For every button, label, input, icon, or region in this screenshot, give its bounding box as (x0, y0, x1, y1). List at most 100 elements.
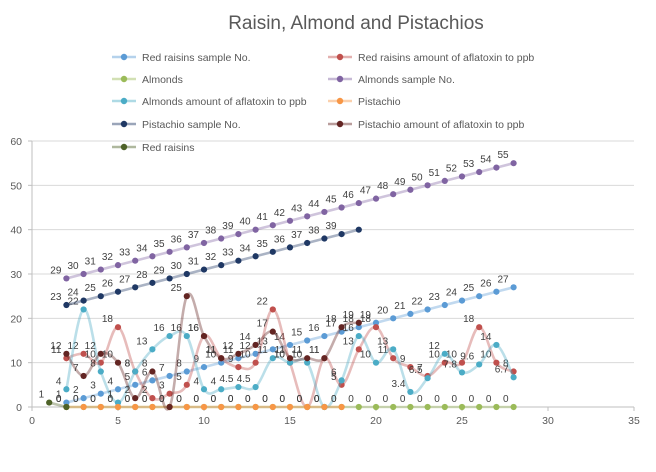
series-3-data-label-2: 31 (85, 257, 97, 268)
series-4-point-4 (132, 368, 139, 375)
series-2-data-label-7: 0 (176, 394, 182, 405)
series-0-point-5 (149, 377, 156, 384)
series-5-data-label-1: 0 (73, 394, 79, 405)
series-4-data-label-15: 0 (314, 394, 320, 405)
x-tick-label-6: 30 (542, 415, 554, 427)
series-1-point-0 (63, 355, 70, 362)
series-6-point-11 (252, 253, 259, 260)
series-2-data-label-15: 0 (314, 394, 320, 405)
series-layer: 1 2 3 4 5 6 7 8 9 10 11 12 13 14 15 16 17 18 19 20 21 22 23 24 2… (39, 150, 517, 411)
series-4-data-label-7: 16 (171, 323, 183, 334)
series-5-data-label-2: 0 (90, 394, 96, 405)
series-2-data-label-3: 0 (107, 394, 113, 405)
series-3-point-0 (63, 275, 70, 282)
series-1-point-17 (355, 346, 362, 353)
legend-swatch-marker-8 (120, 143, 128, 151)
series-7-point-5 (149, 368, 156, 375)
series-0-point-22 (441, 301, 448, 309)
series-4-point-19 (390, 346, 397, 353)
series-1-point-24 (476, 324, 483, 331)
series-0-data-label-22: 23 (429, 292, 441, 303)
x-tick-label-1: 5 (115, 415, 121, 427)
series-4-point-23 (458, 369, 466, 376)
series-3-point-26 (510, 160, 517, 167)
series-6-point-3 (114, 288, 122, 295)
legend-label-6: Pistachio sample No. (142, 119, 241, 131)
series-2-data-label-10: 0 (228, 394, 234, 405)
series-4-data-label-12: 11 (257, 345, 268, 356)
series-1-data-label-11: 10 (239, 350, 251, 361)
series-0-point-17 (355, 324, 362, 331)
series-3-point-13 (286, 217, 294, 224)
legend-item-3: Almonds sample No. (328, 74, 455, 86)
series-4-data-label-1: 22 (67, 296, 79, 307)
series-3-point-6 (166, 248, 173, 255)
series-4-data-label-17: 16 (343, 323, 355, 334)
series-0-data-label-10: 11 (223, 345, 234, 356)
series-7-point-8 (200, 332, 208, 340)
series-3-data-label-15: 44 (308, 199, 320, 210)
series-2-data-label-25: 0 (486, 394, 492, 405)
series-3-point-7 (183, 244, 190, 251)
series-0-point-16 (338, 328, 345, 335)
series-5-data-label-5: 0 (142, 394, 148, 405)
series-0-point-13 (286, 341, 294, 349)
series-6-point-17 (355, 226, 362, 233)
series-6-data-label-9: 32 (205, 252, 217, 263)
series-4-data-label-22: 12 (429, 341, 441, 352)
series-2-point-17 (355, 403, 362, 411)
series-1-point-23 (458, 359, 466, 366)
series-6-point-12 (269, 248, 276, 255)
series-4-point-5 (149, 346, 156, 353)
series-1-data-label-8: 16 (188, 323, 200, 334)
series-1-data-label-14: 0 (297, 394, 303, 405)
series-1-point-25 (493, 359, 500, 366)
legend-item-7: Pistachio amount of aflatoxin to ppb (328, 119, 525, 131)
legend-item-6: Pistachio sample No. (112, 119, 241, 131)
series-0-point-4 (132, 381, 139, 388)
series-3-data-label-18: 47 (360, 186, 372, 197)
series-5-point-12 (269, 403, 276, 411)
y-tick-label-0: 0 (16, 402, 22, 414)
series-2-data-label-6: 0 (159, 394, 165, 405)
legend-label-4: Almonds amount of aflatoxin to ppb (142, 96, 307, 108)
series-4-point-1 (80, 306, 87, 313)
series-3-point-25 (493, 164, 500, 171)
series-6-point-0 (63, 301, 70, 309)
series-0-point-0 (63, 399, 70, 406)
series-2-data-label-17: 0 (348, 394, 354, 405)
series-0-data-label-11: 12 (239, 341, 251, 352)
series-6-point-14 (304, 239, 311, 247)
series-5-point-13 (286, 403, 294, 411)
series-4-point-12 (269, 355, 276, 362)
series-6-point-8 (200, 266, 208, 273)
series-0-data-label-5: 6 (142, 367, 148, 378)
series-6-point-5 (149, 279, 156, 286)
series-4-point-18 (372, 359, 380, 366)
series-3-point-16 (338, 204, 345, 211)
series-6-data-label-13: 36 (274, 234, 286, 245)
series-4-point-22 (441, 350, 448, 357)
legend-label-5: Pistachio (358, 96, 401, 108)
legend-swatch-marker-1 (336, 53, 344, 61)
series-0-point-2 (97, 390, 104, 397)
series-5-point-11 (252, 403, 259, 411)
series-0-data-label-17: 18 (343, 314, 355, 325)
series-7-data-label-3: 10 (102, 350, 114, 361)
series-3-point-8 (200, 239, 208, 247)
series-2-data-label-2: 0 (90, 394, 96, 405)
series-3-point-23 (458, 173, 466, 180)
series-4-data-label-18: 10 (360, 350, 372, 361)
legend-item-2: Almonds (112, 74, 183, 86)
series-5-data-label-10: 0 (228, 394, 234, 405)
series-0-data-label-13: 14 (274, 332, 286, 343)
series-2-data-label-14: 0 (297, 394, 303, 405)
series-1-point-6 (166, 390, 173, 397)
series-3-point-24 (476, 168, 483, 176)
series-4-data-label-2: 8 (90, 359, 96, 370)
series-3-point-10 (235, 231, 242, 238)
series-0-data-label-0: 1 (56, 390, 62, 401)
legend-label-7: Pistachio amount of aflatoxin to ppb (358, 119, 525, 131)
series-3-point-11 (252, 226, 259, 233)
